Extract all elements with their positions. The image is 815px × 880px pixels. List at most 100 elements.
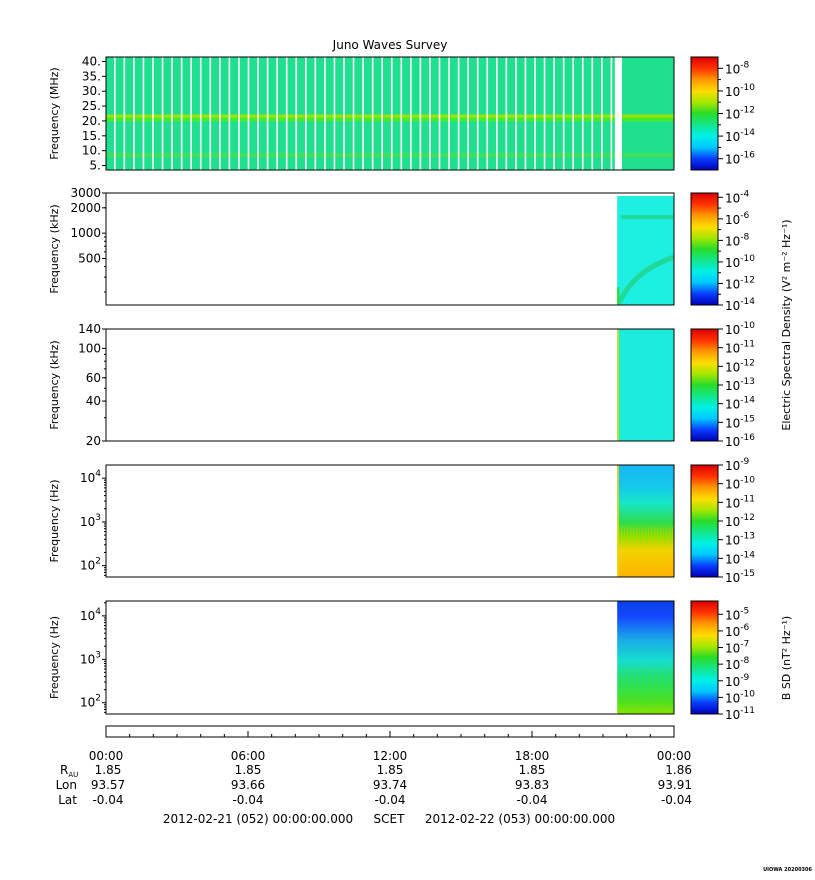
data-gap-line	[152, 57, 154, 170]
data-gap-line	[276, 57, 278, 170]
data-gap-line	[114, 57, 116, 170]
colorbar-tick-label: 10-16	[725, 151, 755, 167]
y-tick-label: 102	[80, 557, 101, 573]
data-gap-line	[601, 57, 603, 170]
data-gap-line	[410, 57, 412, 170]
texture-stripe	[651, 526, 653, 577]
colorbar-tick-label: 10-14	[725, 396, 755, 412]
y-tick-label: 2000	[70, 201, 101, 215]
texture-stripe	[624, 526, 626, 577]
y-tick-label: 60	[86, 371, 101, 385]
data-gap-line	[457, 57, 460, 170]
data-gap-line	[324, 57, 326, 170]
texture-stripe	[663, 668, 665, 714]
y-tick-label: 15.	[82, 129, 101, 143]
texture-stripe	[660, 668, 662, 714]
data-gap-line	[123, 57, 126, 170]
emission-band	[621, 215, 674, 220]
texture-stripe	[621, 526, 623, 577]
texture-stripe	[645, 526, 647, 577]
y-axis-label: Frequency (kHz)	[48, 340, 61, 429]
spectrogram-lfr-high	[617, 329, 674, 441]
colorbar-tick-label: 10-6	[725, 623, 750, 639]
data-gap-line	[190, 57, 192, 170]
data-gap-line	[553, 57, 555, 170]
y-tick-label: 10.	[82, 144, 101, 158]
spectrogram-lfr-low	[617, 465, 674, 577]
colorbar-tick-label: 10-12	[725, 513, 755, 529]
ephemeris-value: 1.85	[235, 763, 262, 777]
spectrogram-background	[617, 601, 674, 714]
data-gap-line	[266, 57, 269, 170]
ephemeris-value: 1.85	[95, 763, 122, 777]
ephemeris-value: 1.85	[377, 763, 404, 777]
data-gap-line	[562, 57, 565, 170]
x-tick-label: 12:00	[373, 749, 408, 763]
texture-stripe	[648, 668, 650, 714]
colorbar-tick-label: 10-10	[725, 321, 755, 337]
data-gap-line	[199, 57, 202, 170]
texture-stripe	[666, 668, 668, 714]
colorbar-tick-label: 10-4	[725, 189, 750, 205]
colorbar-gradient	[690, 600, 719, 715]
colorbar-gradient	[690, 192, 719, 306]
panel-frame	[105, 56, 675, 171]
texture-stripe	[666, 526, 668, 577]
y-tick-label: 104	[80, 607, 101, 623]
spectrogram-background	[617, 329, 674, 441]
texture-stripe	[636, 526, 638, 577]
onset-edge	[617, 465, 619, 577]
onset-edge	[617, 329, 619, 441]
data-gap-line	[371, 57, 374, 170]
ephemeris-value: -0.04	[661, 793, 692, 807]
x-tick-label: 18:00	[515, 749, 550, 763]
y-tick-label: 500	[78, 251, 101, 265]
time-axis: 00:00 06:00 12:00 18:00 00:00 RAU 1.85 1.85 1.85…	[56, 725, 692, 807]
data-gap-line	[333, 57, 336, 170]
footer-scet: SCET	[374, 812, 406, 826]
y-tick-label: 5.	[90, 159, 101, 173]
y-tick-label: 104	[80, 469, 101, 485]
ephemeris-value: 1.86	[665, 763, 692, 777]
y-axis-label: Frequency (MHz)	[48, 67, 61, 159]
data-gap-line	[219, 57, 221, 170]
magnetic-colorbar-label: B SD (nT² Hz⁻¹)	[780, 616, 793, 700]
y-tick-label: 35.	[82, 69, 101, 83]
texture-stripe	[672, 526, 674, 577]
x-tick-label: 00:00	[89, 749, 124, 763]
data-gap-line	[133, 57, 135, 170]
ephemeris-value: -0.04	[516, 793, 547, 807]
texture-stripe	[660, 526, 662, 577]
spectrogram-background	[617, 465, 674, 577]
footer-end-date: 2012-02-22 (053) 00:00:00.000	[425, 812, 615, 826]
y-tick-label: 103	[80, 513, 101, 529]
colorbar-tick-label: 10-7	[725, 640, 749, 656]
colorbar-tick-label: 10-11	[725, 706, 755, 722]
y-tick-label: 100	[78, 341, 101, 355]
emission-band	[106, 153, 674, 158]
x-tick-label: 06:00	[231, 749, 266, 763]
texture-stripe	[639, 526, 641, 577]
texture-stripe	[621, 668, 623, 714]
ephemeris-value: 93.83	[515, 778, 549, 792]
data-gap-line	[448, 57, 450, 170]
colorbar-tick-label: 10-10	[725, 689, 755, 705]
y-tick-label: 103	[80, 650, 101, 666]
data-gap-line	[429, 57, 431, 170]
colorbar-gradient	[690, 464, 719, 578]
texture-stripe	[639, 668, 641, 714]
colorbar-tick-label: 10-8	[725, 656, 750, 672]
y-tick-label: 40.	[82, 54, 101, 68]
chart-title: Juno Waves Survey	[332, 38, 448, 52]
y-tick-label: 20	[86, 434, 101, 448]
y-tick-label: 140	[78, 322, 101, 336]
texture-stripe	[645, 668, 647, 714]
colorbar-tick-label: 10-10	[725, 254, 755, 270]
colorbar-lfr-high: 10-10 10-11 10-12 10-13 10-14 10-15 10-16	[690, 321, 755, 449]
texture-stripe	[618, 668, 620, 714]
colorbar-tick-label: 10-13	[725, 377, 755, 393]
